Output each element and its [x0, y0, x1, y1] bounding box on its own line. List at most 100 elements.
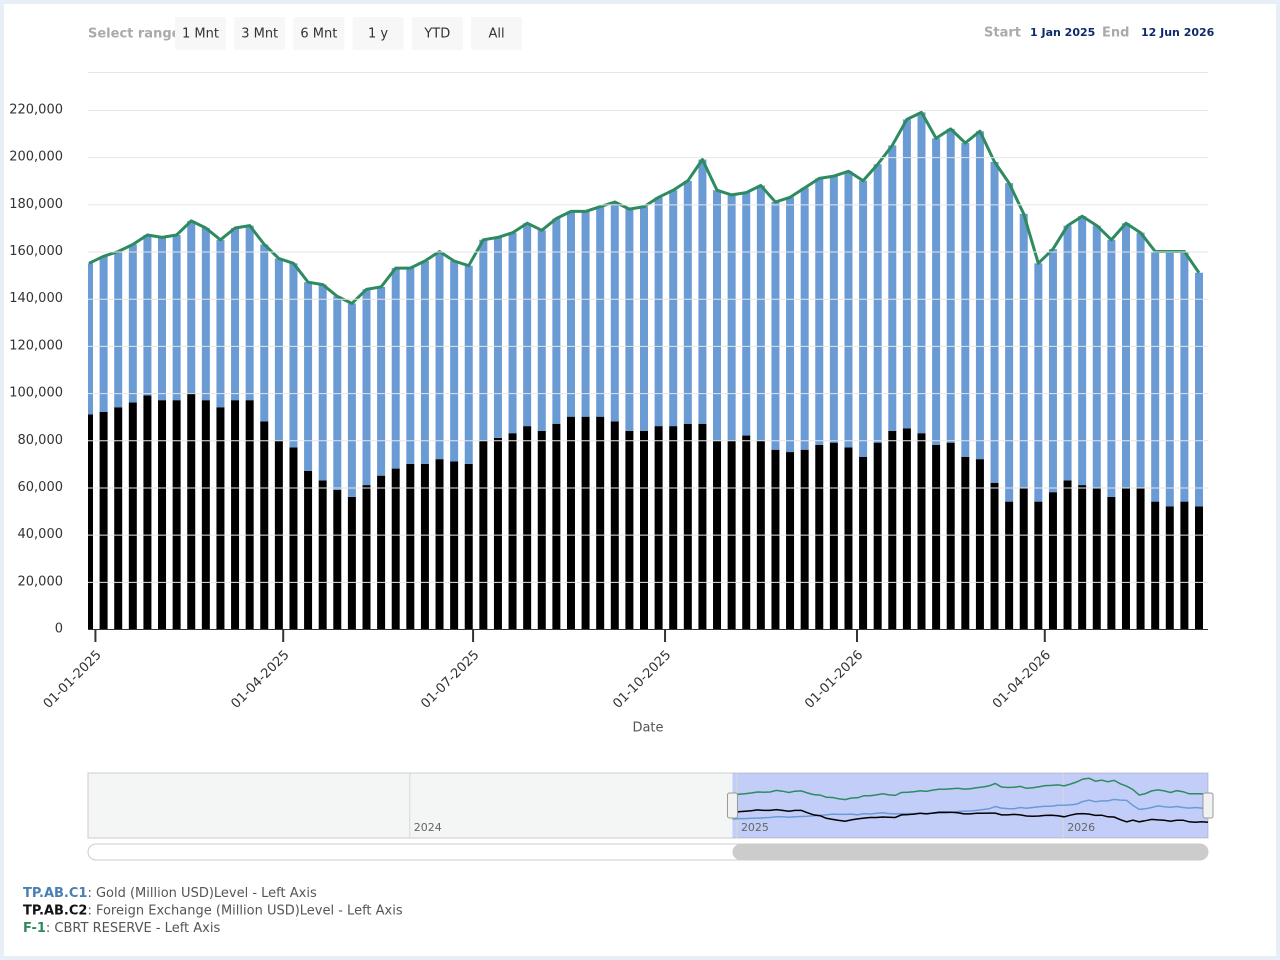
bar — [800, 187, 809, 450]
bar — [508, 232, 517, 434]
bar — [1121, 487, 1130, 629]
bar — [1048, 249, 1057, 493]
range-button[interactable] — [175, 17, 226, 50]
bar — [537, 230, 546, 431]
bar — [640, 206, 648, 431]
start-date[interactable]: 1 Jan 2025 — [1030, 26, 1095, 39]
bar — [289, 263, 298, 448]
bar — [844, 171, 853, 448]
end-date[interactable]: 12 Jun 2026 — [1141, 26, 1215, 39]
bar — [1180, 251, 1189, 502]
bar — [552, 218, 561, 424]
y-tick-label: 160,000 — [9, 244, 63, 259]
bar — [756, 185, 765, 441]
bar — [961, 143, 970, 457]
bar — [128, 402, 137, 629]
bar — [1107, 496, 1116, 629]
bar — [829, 442, 838, 629]
bar — [172, 235, 181, 401]
bar — [1151, 251, 1160, 502]
legend-name[interactable]: TP.AB.C1 — [23, 886, 87, 901]
bar — [420, 260, 429, 464]
bar — [961, 456, 970, 629]
y-tick-label: 220,000 — [9, 103, 63, 118]
bar — [99, 256, 108, 412]
bar — [698, 159, 707, 424]
bar — [333, 489, 342, 629]
legend-description: : CBRT RESERVE - Left Axis — [46, 921, 221, 936]
legend-entry[interactable]: F-1: CBRT RESERVE - Left Axis — [23, 921, 220, 936]
bar — [975, 459, 984, 629]
bar — [158, 237, 167, 401]
bar — [1092, 487, 1101, 629]
bar — [625, 430, 634, 629]
y-tick-label: 80,000 — [18, 433, 64, 448]
navigator-line — [732, 777, 1209, 801]
bar — [873, 442, 882, 629]
bar — [640, 430, 648, 629]
bar — [1165, 251, 1174, 507]
bar — [771, 449, 780, 629]
bar — [727, 194, 736, 441]
start-label: Start — [984, 26, 1021, 41]
bar — [158, 400, 167, 629]
range-button[interactable] — [352, 17, 404, 50]
bar — [245, 225, 254, 401]
legend-name[interactable]: TP.AB.C2 — [23, 903, 87, 918]
bar — [596, 416, 605, 629]
bar — [464, 265, 473, 464]
navigator-handle[interactable] — [1202, 792, 1214, 819]
bar — [187, 220, 196, 394]
bar — [815, 444, 824, 629]
range-button-label[interactable]: 1 y — [368, 27, 388, 42]
bar — [347, 496, 356, 629]
bar — [669, 426, 678, 629]
line — [88, 110, 1201, 305]
y-tick-label: 180,000 — [9, 197, 63, 212]
bar — [771, 202, 780, 450]
bar — [975, 131, 984, 460]
scrollbar-thumb[interactable] — [732, 844, 1208, 860]
bar — [508, 433, 517, 629]
range-button[interactable] — [234, 17, 286, 50]
range-button[interactable] — [471, 17, 522, 50]
bar — [566, 211, 575, 417]
bar — [318, 480, 327, 629]
range-button-label[interactable]: All — [488, 27, 504, 42]
range-button-label[interactable]: 3 Mnt — [241, 27, 278, 42]
bar — [260, 244, 269, 422]
navigator-selection[interactable] — [732, 773, 1208, 838]
bar — [274, 258, 283, 441]
bar — [1005, 183, 1014, 502]
bar — [88, 414, 93, 629]
end-label: End — [1102, 26, 1129, 41]
bar — [698, 423, 707, 629]
navigator-handle[interactable] — [726, 792, 738, 819]
bar — [873, 164, 882, 443]
y-tick-label: 140,000 — [9, 291, 63, 306]
legend-name[interactable]: F-1 — [23, 921, 46, 936]
range-button[interactable] — [411, 17, 463, 50]
range-button-label[interactable]: YTD — [423, 27, 450, 42]
bar — [1005, 501, 1014, 629]
bar — [1048, 492, 1057, 629]
bar — [888, 145, 897, 431]
range-label: Select range — [88, 27, 181, 42]
range-button-label[interactable]: 1 Mnt — [182, 27, 219, 42]
legend-description: : Gold (Million USD)Level - Left Axis — [87, 886, 317, 901]
bar — [1092, 225, 1101, 488]
bar — [990, 161, 999, 483]
bar — [625, 209, 634, 431]
range-button-label[interactable]: 6 Mnt — [300, 27, 337, 42]
navigator-line — [732, 808, 1209, 824]
bar — [610, 421, 619, 629]
legend-entry[interactable]: TP.AB.C2: Foreign Exchange (Million USD)… — [23, 903, 403, 918]
bar — [742, 192, 751, 436]
bar — [1165, 506, 1174, 629]
range-button[interactable] — [293, 17, 345, 50]
bar — [902, 428, 911, 629]
bar — [859, 456, 868, 629]
bar — [114, 407, 123, 629]
legend-entry[interactable]: TP.AB.C1: Gold (Million USD)Level - Left… — [23, 886, 317, 901]
bar — [800, 449, 809, 629]
